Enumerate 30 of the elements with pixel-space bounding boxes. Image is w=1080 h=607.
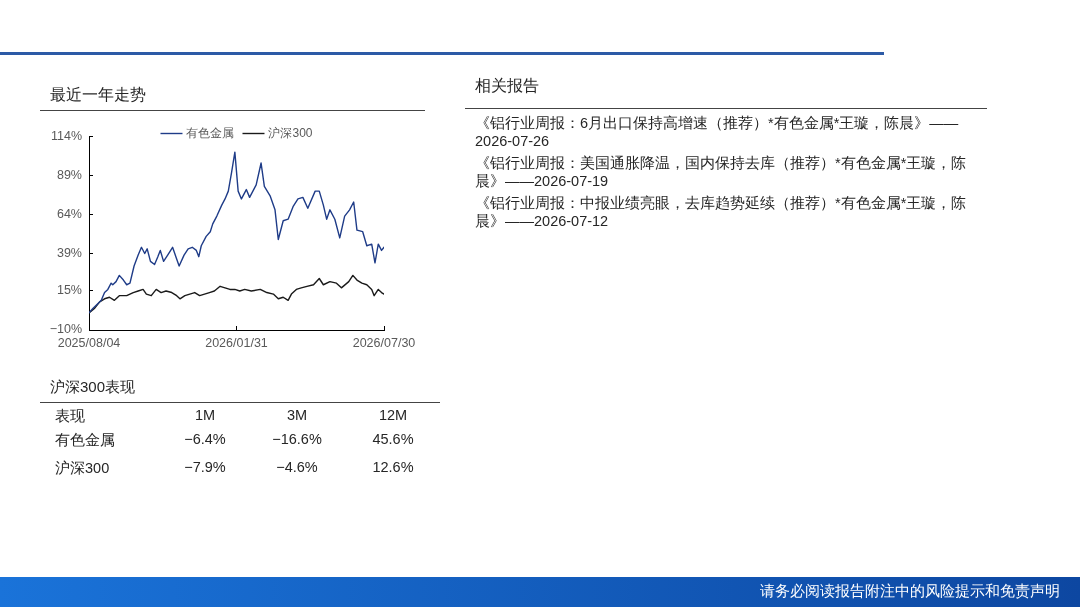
y-tick-label: 64% xyxy=(56,206,82,221)
text: 《铝行业周报：中报业绩亮眼，去库趋势延续（推荐）*有色金属*王璇，陈晨》——2026-07-12 xyxy=(475,195,968,230)
text: −7.9% xyxy=(183,459,227,475)
text: 《铝行业周报：美国通胀降温，国内保持去库（推荐）*有色金属*王璇，陈晨》——2026-07-19 xyxy=(475,155,968,190)
text: 沪深300 xyxy=(55,459,110,478)
y-tick-label: 89% xyxy=(56,167,82,182)
x-tick-label: 2026/07/30 xyxy=(352,335,416,350)
y-tick-label: 114% xyxy=(50,128,82,143)
text: 《铝行业周报：6月出口保持高增速（推荐）*有色金属*王璇，陈晨》——2026-07-26 xyxy=(475,115,960,150)
text: 3M xyxy=(285,407,309,423)
legend-label: 沪深300 xyxy=(268,125,313,140)
y-tick-label: 39% xyxy=(56,245,82,260)
text: 请务必阅读报告附注中的风险提示和免责声明 xyxy=(760,582,1060,601)
y-tick-label: 15% xyxy=(56,283,82,298)
text: 12.6% xyxy=(371,459,415,475)
text: 相关报告 xyxy=(475,76,539,96)
text: 1M xyxy=(193,407,217,423)
chart-title: 最近一年走势 xyxy=(50,85,146,105)
x-tick-label: 2026/01/31 xyxy=(205,335,268,350)
text: −6.4% xyxy=(183,431,227,447)
text: 沪深300表现 xyxy=(50,378,136,397)
text: 45.6% xyxy=(371,431,415,447)
y-tick-label: −10% xyxy=(49,322,82,337)
legend-label: 有色金属 xyxy=(186,125,235,140)
text: 12M xyxy=(377,407,409,423)
text: −16.6% xyxy=(271,431,323,447)
text: −4.6% xyxy=(275,459,319,475)
text: 有色金属 xyxy=(55,431,115,450)
x-tick-label: 2025/08/04 xyxy=(57,335,121,350)
text: 表现 xyxy=(55,407,85,426)
